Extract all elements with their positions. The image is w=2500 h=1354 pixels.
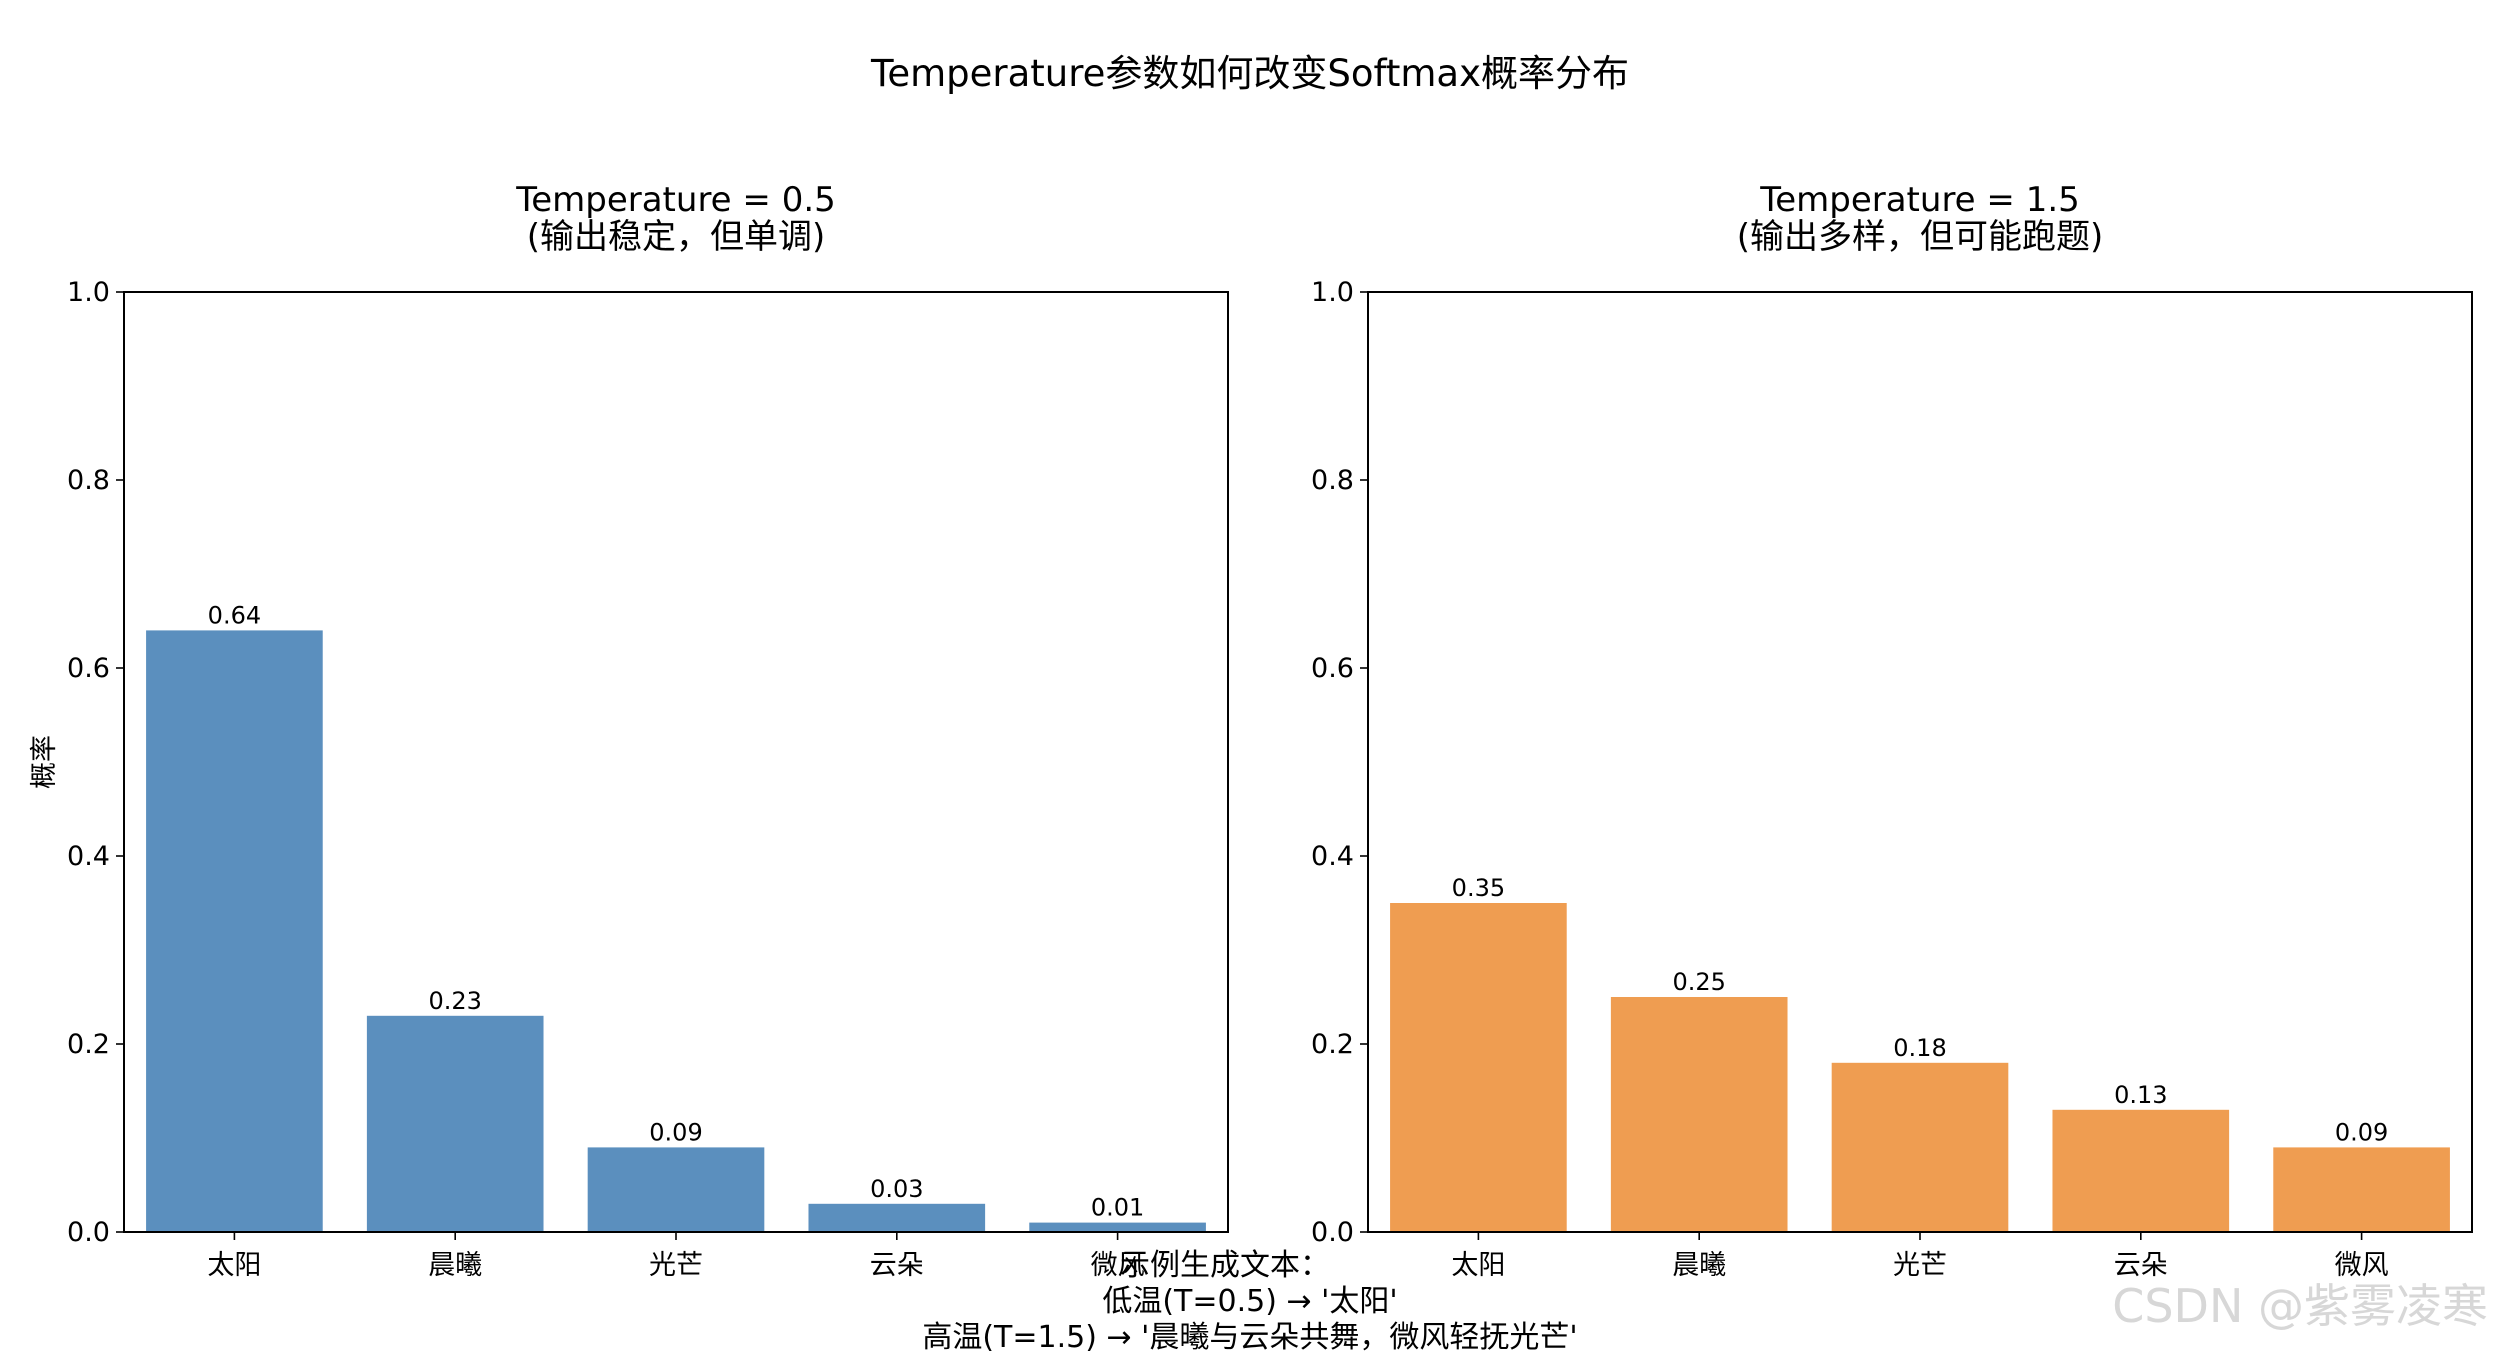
bar-value-label: 0.18	[1893, 1034, 1946, 1062]
x-tick-label: 光芒	[649, 1250, 703, 1281]
bar	[366, 1015, 544, 1232]
bar-value-label: 0.03	[870, 1175, 923, 1203]
subplot-subtitle: (输出稳定，但单调)	[527, 217, 826, 257]
x-tick-label: 微风	[2335, 1250, 2389, 1281]
figure-title: Temperature参数如何改变Softmax概率分布	[870, 52, 1629, 95]
x-tick-label: 光芒	[1893, 1250, 1947, 1281]
y-tick-label: 0.0	[67, 1217, 110, 1248]
y-tick-label: 0.0	[1311, 1217, 1354, 1248]
y-tick-label: 1.0	[1311, 277, 1354, 308]
bar	[587, 1147, 765, 1232]
x-tick-label: 晨曦	[1672, 1250, 1726, 1281]
chart-panel-high-temperature: Temperature = 1.5(输出多样，但可能跑题) 0.35 太阳 0.25 晨…	[1311, 180, 2473, 1281]
caption-line-3: 高温(T=1.5) → '晨曦与云朵共舞，微风轻抚光芒'	[922, 1320, 1577, 1354]
y-tick-label: 1.0	[67, 277, 110, 308]
x-tick-label: 太阳	[207, 1250, 261, 1281]
bar-value-label: 0.35	[1452, 874, 1505, 902]
bar-value-label: 0.23	[428, 987, 481, 1015]
y-tick-label: 0.4	[67, 841, 110, 872]
subplot-title: Temperature = 1.5	[1759, 180, 2080, 220]
caption-line-1: 示例生成文本：	[1120, 1248, 1330, 1283]
bar	[1029, 1222, 1206, 1232]
chart-panel-low-temperature: Temperature = 0.5(输出稳定，但单调) 0.64 太阳 0.23 晨曦 0…	[29, 180, 1229, 1281]
subplot-title: Temperature = 0.5	[515, 180, 836, 220]
y-axis-label: 概率	[29, 735, 60, 789]
bar-value-label: 0.13	[2114, 1081, 2167, 1109]
y-tick-label: 0.2	[1311, 1029, 1354, 1060]
axes-frame	[123, 291, 1229, 1233]
axes-frame	[1367, 291, 2473, 1233]
bar-value-label: 0.25	[1672, 968, 1725, 996]
y-tick-label: 0.6	[67, 653, 110, 684]
x-tick-label: 微风	[1091, 1250, 1145, 1281]
caption-line-2: 低温(T=0.5) → '太阳'	[1102, 1284, 1397, 1319]
bar	[2052, 1109, 2230, 1232]
x-tick-label: 云朵	[2114, 1250, 2168, 1281]
y-tick-label: 0.2	[67, 1029, 110, 1060]
y-tick-label: 0.4	[1311, 841, 1354, 872]
bar-value-label: 0.64	[208, 601, 261, 629]
y-tick-label: 0.6	[1311, 653, 1354, 684]
bar	[1390, 903, 1567, 1232]
bar	[146, 630, 323, 1232]
bar-value-label: 0.09	[649, 1118, 702, 1146]
y-tick-label: 0.8	[67, 465, 110, 496]
bar-value-label: 0.01	[1091, 1194, 1144, 1222]
x-tick-label: 晨曦	[428, 1250, 482, 1281]
y-tick-label: 0.8	[1311, 465, 1354, 496]
bar-value-label: 0.09	[2335, 1118, 2388, 1146]
bar	[808, 1203, 986, 1232]
bar	[1610, 997, 1788, 1232]
x-tick-label: 云朵	[870, 1250, 924, 1281]
subplot-subtitle: (输出多样，但可能跑题)	[1737, 217, 2104, 257]
bar	[2273, 1147, 2450, 1232]
bar	[1831, 1062, 2009, 1232]
watermark: CSDN @紫雾凌寒	[2112, 1279, 2488, 1333]
x-tick-label: 太阳	[1451, 1250, 1505, 1281]
